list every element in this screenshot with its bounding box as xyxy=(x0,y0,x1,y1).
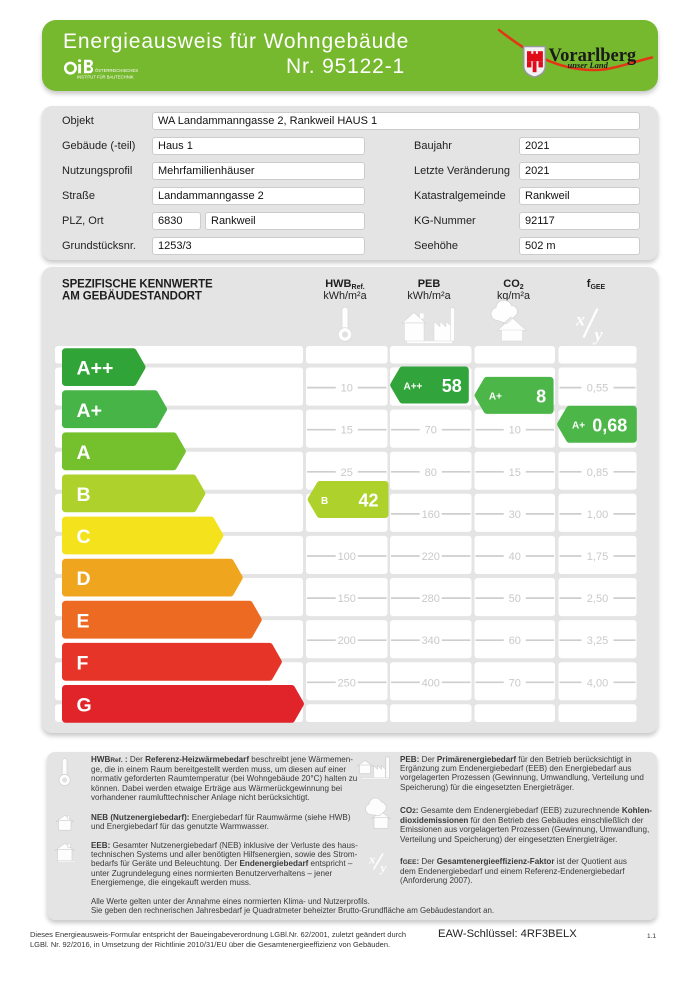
svg-text:x: x xyxy=(368,852,376,867)
svg-text:340: 340 xyxy=(422,635,440,647)
svg-text:400: 400 xyxy=(422,677,440,689)
svg-text:80: 80 xyxy=(425,467,437,479)
svg-text:A+: A+ xyxy=(489,392,502,403)
svg-text:Vorarlberg: Vorarlberg xyxy=(549,46,637,66)
svg-text:CO2: CO2 xyxy=(503,278,524,291)
svg-text:kWh/m²a: kWh/m²a xyxy=(323,290,366,302)
svg-text:2,50: 2,50 xyxy=(587,593,608,605)
svg-text:y: y xyxy=(593,325,604,345)
svg-text:INSTITUT FÜR BAUTECHNIK: INSTITUT FÜR BAUTECHNIK xyxy=(77,75,134,80)
svg-text:ÖSTERREICHISCHES: ÖSTERREICHISCHES xyxy=(95,68,138,73)
svg-text:unser Land: unser Land xyxy=(568,60,609,70)
svg-text:220: 220 xyxy=(422,551,440,563)
svg-text:fGEE: fGEE xyxy=(587,278,606,291)
svg-text:280: 280 xyxy=(422,593,440,605)
svg-text:kg/m²a: kg/m²a xyxy=(497,290,530,302)
svg-text:60: 60 xyxy=(509,635,521,647)
svg-text:AM GEBÄUDESTANDORT: AM GEBÄUDESTANDORT xyxy=(62,290,202,303)
svg-text:40: 40 xyxy=(509,551,521,563)
svg-text:PEB: PEB xyxy=(418,278,441,290)
svg-text:A+: A+ xyxy=(572,421,585,432)
svg-text:B: B xyxy=(77,484,91,506)
svg-text:A: A xyxy=(77,442,91,464)
svg-text:F: F xyxy=(77,652,89,674)
svg-text:8: 8 xyxy=(536,387,546,407)
svg-text:1,75: 1,75 xyxy=(587,551,608,563)
svg-text:42: 42 xyxy=(358,491,378,511)
svg-text:200: 200 xyxy=(338,635,356,647)
svg-text:160: 160 xyxy=(422,509,440,521)
svg-text:G: G xyxy=(77,695,92,717)
svg-text:E: E xyxy=(77,610,90,632)
svg-text:25: 25 xyxy=(341,467,353,479)
svg-text:250: 250 xyxy=(338,677,356,689)
svg-text:B: B xyxy=(321,496,328,507)
svg-text:30: 30 xyxy=(509,509,521,521)
svg-text:y: y xyxy=(379,860,387,875)
svg-text:4,00: 4,00 xyxy=(587,677,608,689)
svg-text:A++: A++ xyxy=(404,381,423,392)
svg-text:150: 150 xyxy=(338,593,356,605)
svg-text:58: 58 xyxy=(442,376,462,396)
svg-text:50: 50 xyxy=(509,593,521,605)
svg-text:kWh/m²a: kWh/m²a xyxy=(407,290,450,302)
svg-text:10: 10 xyxy=(509,425,521,437)
svg-text:A+: A+ xyxy=(77,400,102,422)
svg-text:D: D xyxy=(77,568,91,590)
svg-text:SPEZIFISCHE KENNWERTE: SPEZIFISCHE KENNWERTE xyxy=(62,279,213,291)
svg-text:0,55: 0,55 xyxy=(587,383,608,395)
svg-text:C: C xyxy=(77,526,91,548)
svg-text:10: 10 xyxy=(341,383,353,395)
svg-text:0,85: 0,85 xyxy=(587,467,608,479)
svg-text:15: 15 xyxy=(341,425,353,437)
svg-text:15: 15 xyxy=(509,467,521,479)
svg-text:1,00: 1,00 xyxy=(587,509,608,521)
svg-text:70: 70 xyxy=(509,677,521,689)
svg-text:70: 70 xyxy=(425,425,437,437)
svg-text:100: 100 xyxy=(338,551,356,563)
svg-text:x: x xyxy=(575,310,585,330)
svg-text:3,25: 3,25 xyxy=(587,635,608,647)
svg-text:0,68: 0,68 xyxy=(592,416,627,436)
svg-text:A++: A++ xyxy=(77,358,114,380)
